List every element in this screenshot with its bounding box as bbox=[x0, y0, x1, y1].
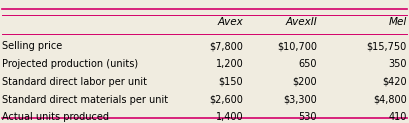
Text: $7,800: $7,800 bbox=[209, 41, 243, 51]
Text: 1,200: 1,200 bbox=[216, 59, 243, 69]
Text: $420: $420 bbox=[382, 77, 407, 87]
Text: $15,750: $15,750 bbox=[367, 41, 407, 51]
Text: Actual units produced: Actual units produced bbox=[2, 112, 109, 123]
Text: $4,800: $4,800 bbox=[373, 95, 407, 105]
Text: Selling price: Selling price bbox=[2, 41, 62, 51]
Text: 350: 350 bbox=[389, 59, 407, 69]
Text: 410: 410 bbox=[389, 112, 407, 123]
Text: $10,700: $10,700 bbox=[277, 41, 317, 51]
Text: Avex: Avex bbox=[218, 17, 243, 27]
Text: 650: 650 bbox=[299, 59, 317, 69]
Text: $2,600: $2,600 bbox=[209, 95, 243, 105]
Text: Projected production (units): Projected production (units) bbox=[2, 59, 138, 69]
Text: $200: $200 bbox=[292, 77, 317, 87]
Text: 530: 530 bbox=[299, 112, 317, 123]
Text: 1,400: 1,400 bbox=[216, 112, 243, 123]
Text: Standard direct labor per unit: Standard direct labor per unit bbox=[2, 77, 147, 87]
Text: AvexII: AvexII bbox=[285, 17, 317, 27]
Text: $150: $150 bbox=[219, 77, 243, 87]
Text: $3,300: $3,300 bbox=[283, 95, 317, 105]
Text: Mel: Mel bbox=[389, 17, 407, 27]
Text: Standard direct materials per unit: Standard direct materials per unit bbox=[2, 95, 168, 105]
